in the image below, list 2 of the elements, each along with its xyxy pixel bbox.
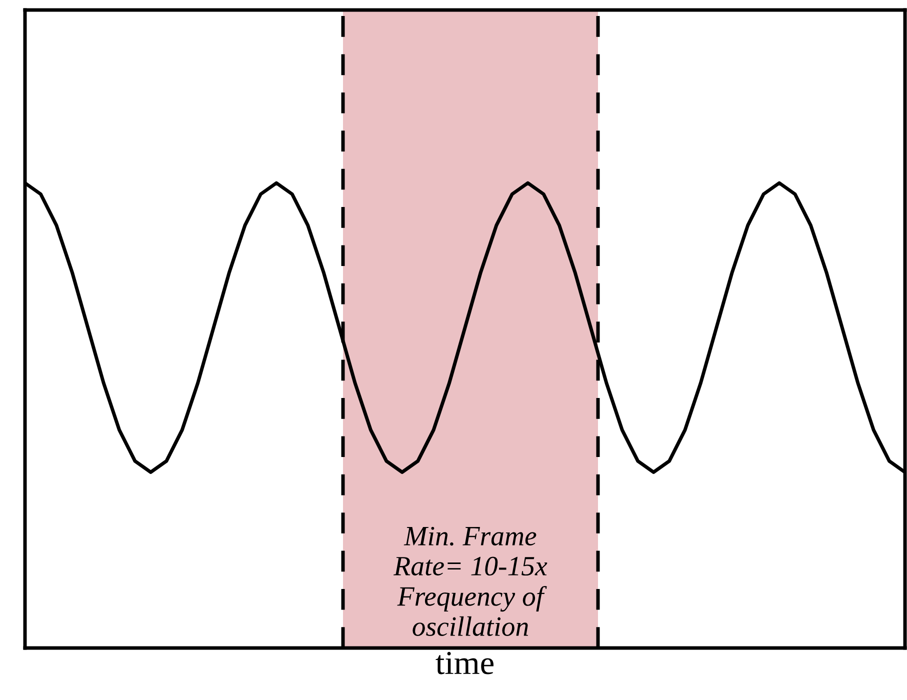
x-axis-title: time — [436, 652, 494, 674]
annotation: Min. Frame Rate= 10-15x Frequency of oscillation — [393, 526, 548, 636]
